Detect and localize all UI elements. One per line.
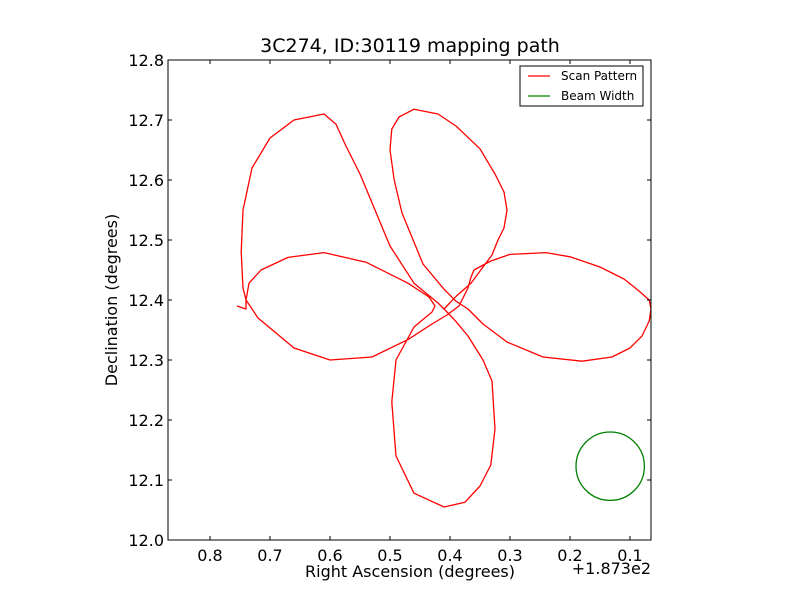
- plot-area: 0.8 0.7 0.6 0.5 0.4 0.3 0.2 0.1 12.0 12.1 12.2 12.3…: [128, 51, 652, 565]
- x-tick-label: 0.3: [497, 546, 522, 565]
- y-tick-label: 12.5: [128, 231, 164, 250]
- y-tick-label: 12.7: [128, 111, 164, 130]
- beam-width-circle: [575, 431, 646, 502]
- y-tick-label: 12.4: [128, 291, 164, 310]
- x-axis-offset-text: +1.873e2: [572, 559, 651, 578]
- legend-label-scan-pattern: Scan Pattern: [561, 69, 637, 83]
- x-tick-label: 0.4: [437, 546, 462, 565]
- plot-background: [168, 60, 651, 540]
- y-tick-label: 12.1: [128, 471, 164, 490]
- x-tick-label: 0.1: [617, 546, 642, 565]
- legend-frame: [519, 65, 644, 107]
- y-tick-label: 12.0: [128, 531, 164, 550]
- y-tick-label: 12.2: [128, 411, 164, 430]
- y-axis-title: Declination (degrees): [102, 214, 121, 386]
- y-tick-label: 12.8: [128, 51, 164, 70]
- scan-pattern-line: [236, 108, 651, 508]
- legend-label-beam-width: Beam Width: [561, 89, 634, 103]
- y-tick-label: 12.3: [128, 351, 164, 370]
- x-tick-label: 0.8: [197, 546, 222, 565]
- x-tick-label: 0.2: [557, 546, 582, 565]
- x-tick-label: 0.5: [377, 546, 402, 565]
- tick-layer: 0.8 0.7 0.6 0.5 0.4 0.3 0.2 0.1 12.0 12.1 12.2 12.3…: [128, 51, 651, 565]
- y-tick-label: 12.6: [128, 171, 164, 190]
- x-tick-label: 0.7: [257, 546, 282, 565]
- x-tick-label: 0.6: [317, 546, 342, 565]
- series-layer: [236, 108, 651, 508]
- x-axis-title: Right Ascension (degrees): [305, 562, 515, 581]
- chart-title: 3C274, ID:30119 mapping path: [260, 35, 560, 57]
- legend: Scan Pattern Beam Width: [519, 65, 644, 107]
